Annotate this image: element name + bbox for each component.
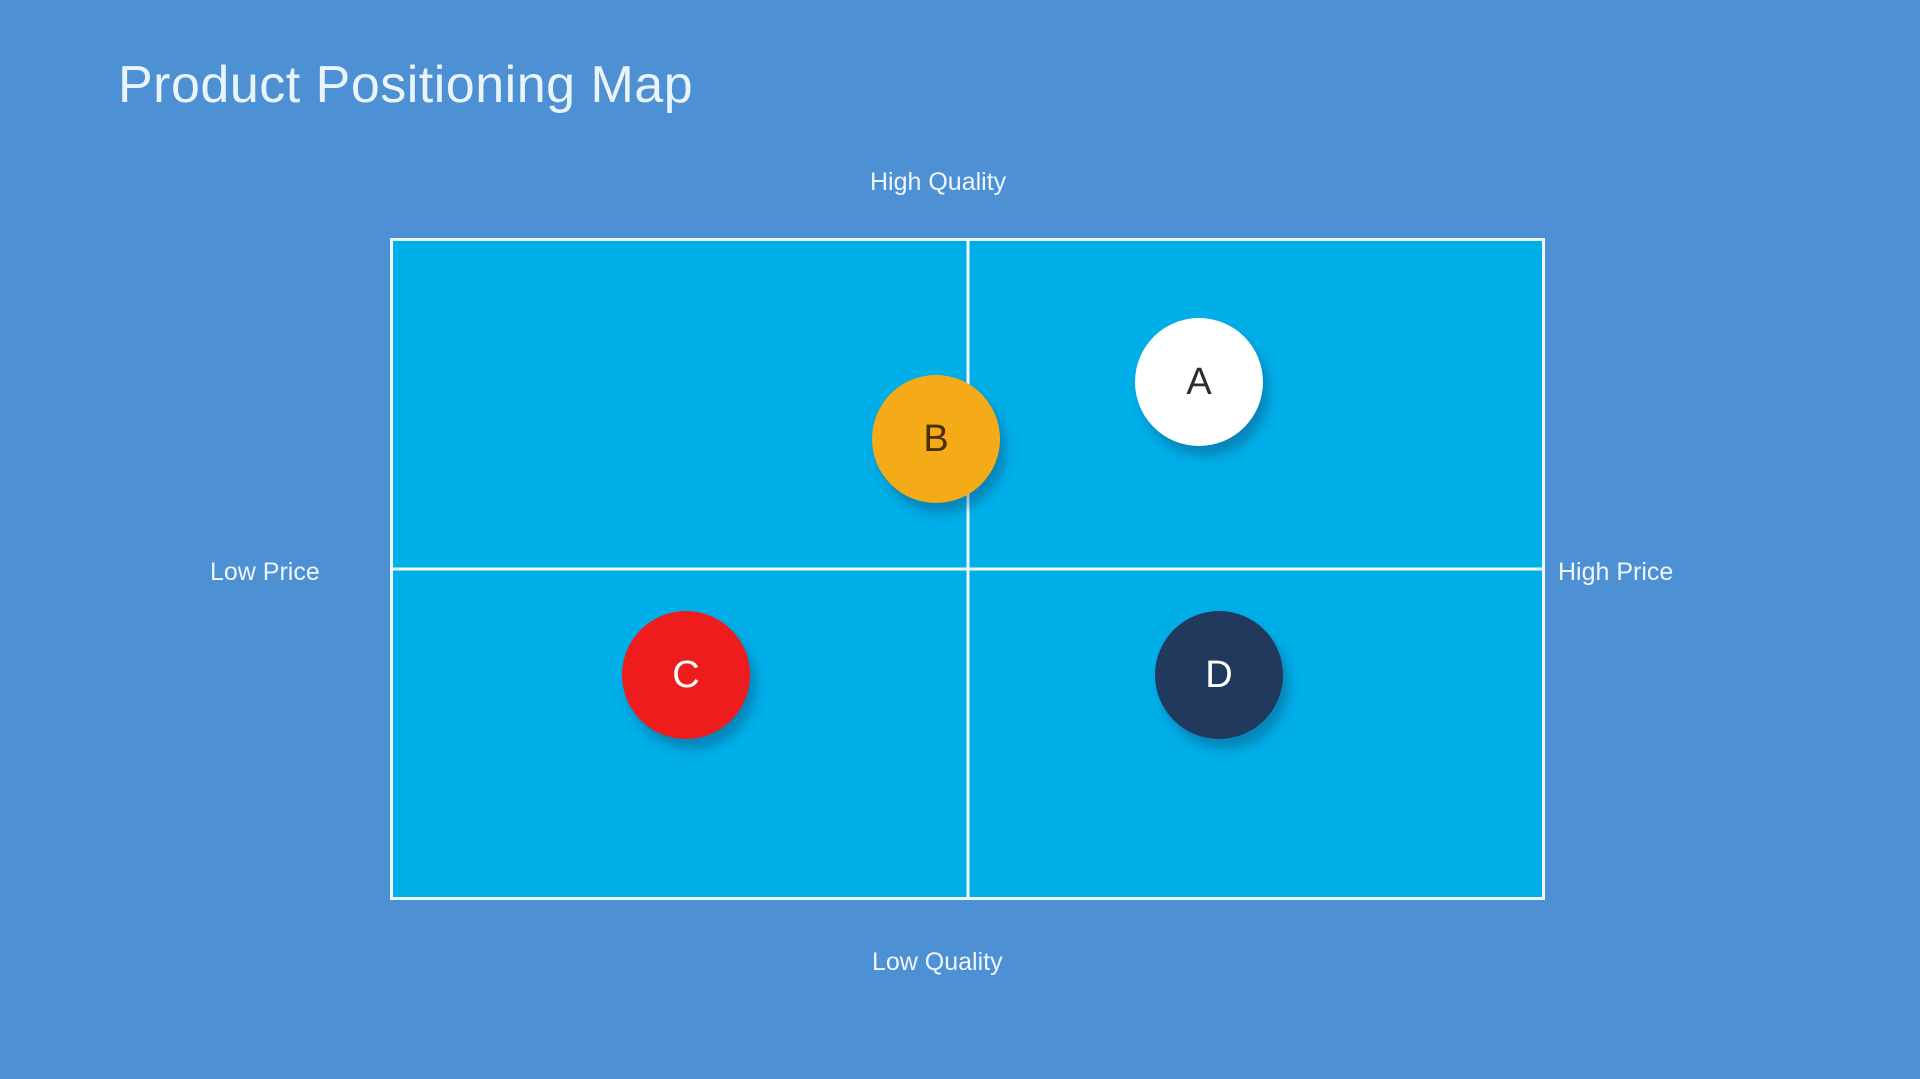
- bubble-label-b: B: [923, 418, 948, 461]
- quadrant-chart: [390, 238, 1545, 900]
- bubble-item-c[interactable]: C: [622, 611, 750, 739]
- bubble-item-a[interactable]: A: [1135, 318, 1263, 446]
- axis-label-top: High Quality: [870, 168, 1006, 197]
- bubble-item-d[interactable]: D: [1155, 611, 1283, 739]
- axis-label-right: High Price: [1558, 558, 1673, 587]
- bubble-item-b[interactable]: B: [872, 375, 1000, 503]
- axis-label-left: Low Price: [210, 558, 320, 587]
- bubble-label-d: D: [1205, 654, 1232, 697]
- bubble-label-c: C: [672, 654, 699, 697]
- horizontal-divider-line: [393, 568, 1542, 571]
- page-title: Product Positioning Map: [118, 55, 693, 115]
- bubble-label-a: A: [1186, 361, 1211, 404]
- axis-label-bottom: Low Quality: [872, 948, 1003, 977]
